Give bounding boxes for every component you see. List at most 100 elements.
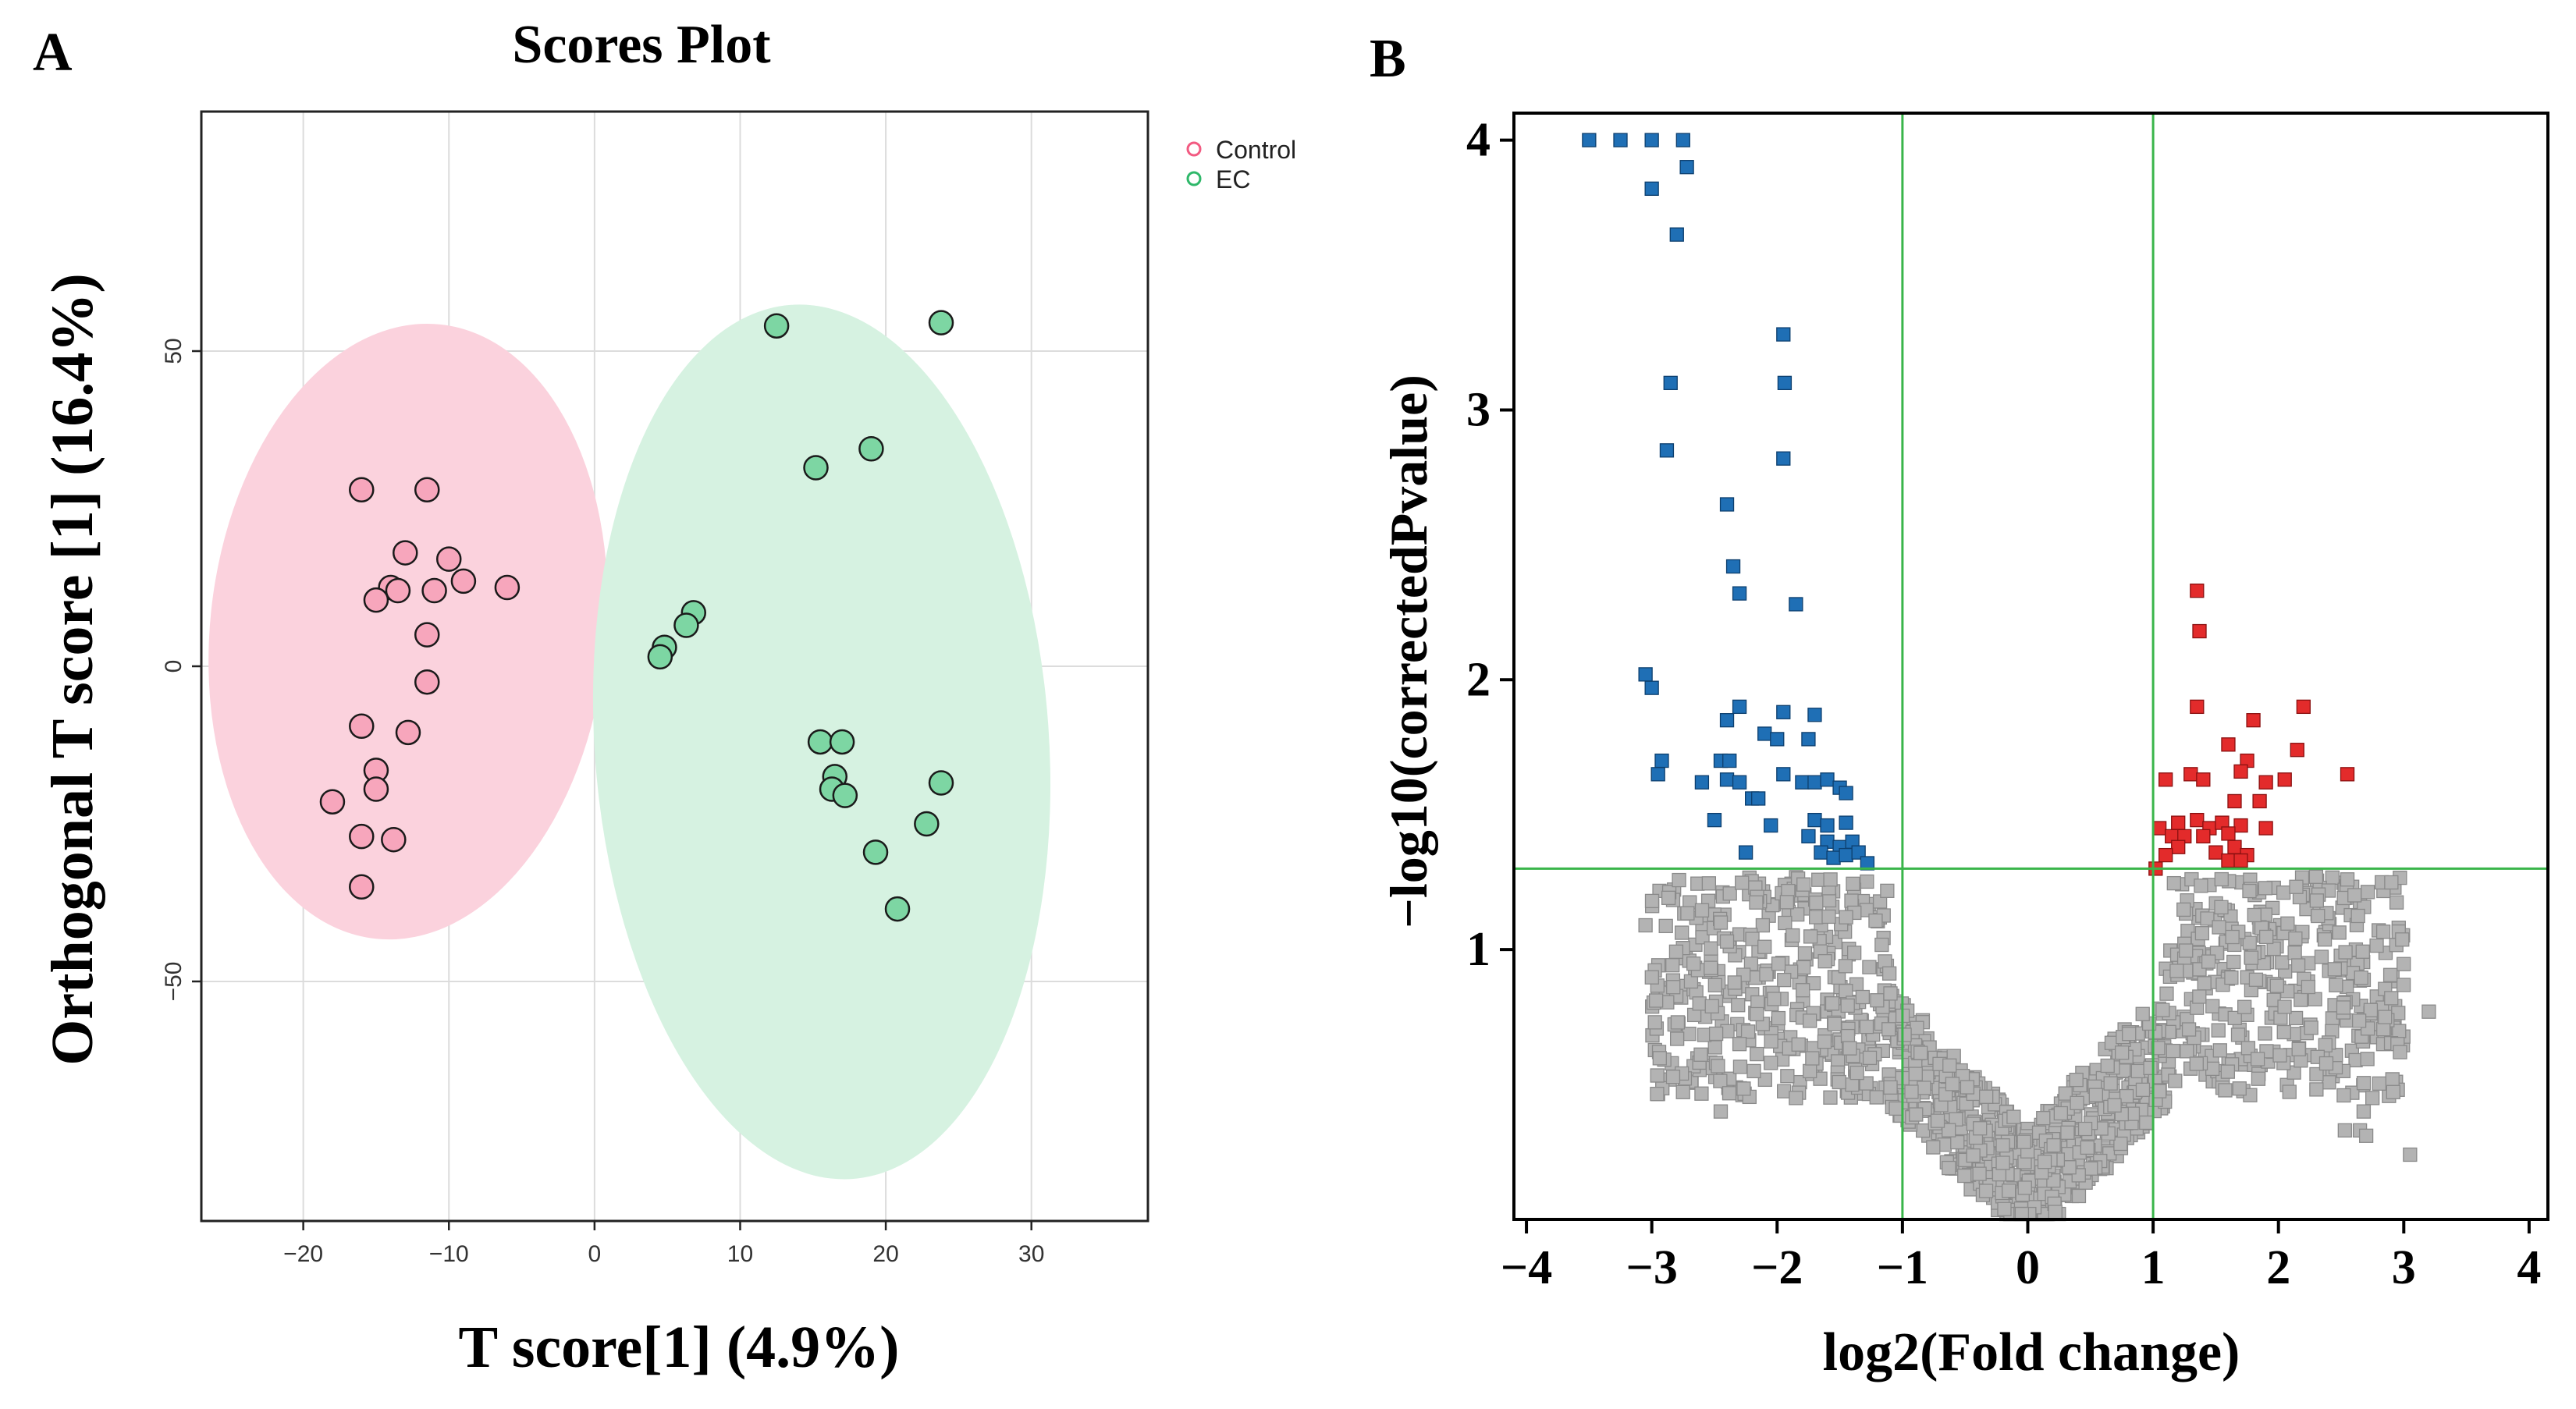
not-significant-point	[2227, 1010, 2242, 1025]
not-significant-point	[1878, 954, 1892, 969]
not-significant-point	[1960, 1080, 1975, 1095]
control-point	[435, 546, 462, 572]
ec-point	[673, 612, 699, 638]
not-significant-point	[2103, 1076, 2118, 1091]
not-significant-point	[1732, 1037, 1747, 1052]
down-regulated-point	[1776, 767, 1791, 782]
down-regulated-point	[1732, 775, 1747, 790]
ec-point	[807, 729, 833, 755]
not-significant-point	[1869, 1090, 1884, 1105]
not-significant-point	[1966, 1148, 1981, 1163]
not-significant-point	[2151, 1084, 2167, 1098]
not-significant-point	[1949, 1112, 1963, 1127]
down-regulated-point	[1839, 815, 1853, 830]
not-significant-point	[2058, 1086, 2073, 1101]
not-significant-point	[1757, 1072, 1772, 1088]
not-significant-point	[1670, 1015, 1686, 1030]
y-tick-label: 3	[1466, 383, 1491, 436]
not-significant-point	[1883, 986, 1898, 1001]
control-point	[395, 719, 421, 746]
not-significant-point	[2135, 1082, 2151, 1098]
control-confidence-ellipse	[208, 323, 608, 940]
not-significant-point	[2194, 926, 2210, 941]
not-significant-point	[1827, 1017, 1842, 1031]
up-regulated-point	[2171, 815, 2186, 830]
not-significant-point	[2325, 870, 2340, 886]
not-significant-point	[1745, 932, 1760, 946]
down-regulated-point	[1776, 704, 1791, 719]
not-significant-point	[2214, 871, 2229, 887]
legend-control-label: Control	[1216, 136, 1296, 164]
not-significant-point	[1957, 1168, 1972, 1184]
control-point	[319, 789, 346, 815]
down-regulated-point	[1659, 443, 1675, 458]
panel-b-y-ticks: 1 2 3 4	[1466, 114, 1514, 976]
not-significant-point	[1693, 1047, 1708, 1062]
not-significant-point	[1823, 872, 1838, 887]
not-significant-point	[1859, 1076, 1874, 1091]
not-significant-point	[2355, 944, 2370, 959]
not-significant-point	[2347, 888, 2362, 903]
not-significant-point	[1669, 1031, 1685, 1046]
control-point	[450, 568, 477, 594]
not-significant-point	[2384, 991, 2399, 1006]
not-significant-point	[2242, 883, 2257, 899]
not-significant-point	[1658, 918, 1673, 934]
not-significant-point	[1648, 993, 1664, 1008]
not-significant-point	[1942, 1160, 1956, 1176]
down-regulated-point	[1801, 732, 1816, 747]
x-tick-label: 3	[2392, 1241, 2416, 1294]
not-significant-point	[1665, 958, 1680, 973]
not-significant-point	[1811, 872, 1826, 887]
down-regulated-point	[1826, 850, 1841, 865]
panel-a-y-ticks: −50 0 50	[161, 338, 201, 1001]
down-regulated-point	[1613, 133, 1628, 147]
x-tick-label: −10	[429, 1241, 469, 1267]
not-significant-point	[2220, 1064, 2236, 1079]
not-significant-point	[1707, 978, 1722, 992]
not-significant-point	[2294, 992, 2308, 1007]
not-significant-point	[2084, 1161, 2098, 1176]
not-significant-point	[2372, 1076, 2387, 1091]
not-significant-point	[2071, 1188, 2087, 1204]
not-significant-point	[2288, 931, 2303, 946]
not-significant-point	[2308, 992, 2322, 1006]
panel-b-threshold-lines	[1514, 113, 2548, 1219]
not-significant-point	[1880, 883, 1895, 898]
not-significant-point	[1732, 1059, 1748, 1074]
up-regulated-point	[2190, 699, 2205, 715]
up-regulated-point	[2233, 853, 2248, 868]
not-significant-point	[2276, 885, 2291, 900]
not-significant-point	[1825, 996, 1840, 1011]
up-regulated-point	[2221, 853, 2236, 868]
not-significant-point	[2237, 999, 2252, 1014]
not-significant-point	[2247, 907, 2262, 923]
control-point	[385, 577, 411, 604]
y-tick-label: 4	[1466, 114, 1491, 167]
x-tick-label: −20	[283, 1241, 323, 1267]
up-regulated-point	[2151, 821, 2167, 836]
not-significant-point	[2119, 1088, 2134, 1104]
not-significant-point	[1796, 877, 1811, 892]
not-significant-point	[2107, 1098, 2122, 1113]
x-tick-label: 0	[588, 1241, 602, 1267]
not-significant-point	[1926, 1140, 1941, 1155]
ec-point	[928, 770, 954, 796]
not-significant-point	[2365, 1091, 2380, 1106]
down-regulated-point	[1820, 818, 1835, 833]
not-significant-point	[2168, 1074, 2183, 1088]
down-regulated-point	[1732, 699, 1747, 715]
not-significant-point	[1736, 1081, 1751, 1096]
x-tick-label: 1	[2141, 1241, 2166, 1294]
not-significant-point	[1704, 941, 1718, 956]
panel-a-title: Scores Plot	[512, 15, 770, 75]
up-regulated-point	[2183, 767, 2198, 782]
not-significant-point	[1704, 999, 1719, 1013]
not-significant-point	[1979, 1089, 1994, 1104]
not-significant-point	[2350, 908, 2365, 924]
control-point	[414, 477, 440, 503]
not-significant-point	[2259, 929, 2274, 945]
not-significant-point	[1995, 1138, 2010, 1153]
up-regulated-point	[2196, 772, 2211, 787]
not-significant-point	[1740, 1024, 1756, 1039]
